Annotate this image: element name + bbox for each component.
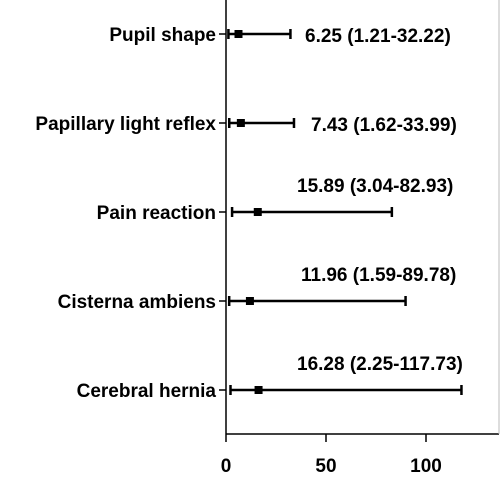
point-estimate-marker [253, 208, 262, 216]
row-label: Papillary light reflex [35, 114, 216, 135]
estimate-annotation: 11.96 (1.59-89.78) [301, 265, 456, 286]
forest-row: Pupil shape 6.25 (1.21-32.22) [109, 25, 450, 47]
forest-rows: Pupil shape 6.25 (1.21-32.22) Papillary li… [35, 25, 462, 402]
x-axis-ticks: 0 50 100 [221, 434, 442, 477]
estimate-annotation: 16.28 (2.25-117.73) [297, 354, 463, 375]
row-label: Cerebral hernia [77, 381, 217, 402]
point-estimate-marker [254, 386, 263, 394]
estimate-annotation: 15.89 (3.04-82.93) [297, 176, 453, 197]
row-label: Pain reaction [97, 203, 216, 224]
estimate-annotation: 6.25 (1.21-32.22) [305, 26, 451, 47]
forest-row: Cerebral hernia 16.28 (2.25-117.73) [77, 354, 463, 402]
point-estimate-marker [236, 119, 245, 127]
forest-row: Pain reaction 15.89 (3.04-82.93) [97, 176, 454, 224]
point-estimate-marker [234, 30, 243, 38]
row-label: Cisterna ambiens [58, 292, 216, 313]
row-label: Pupil shape [109, 25, 216, 46]
forest-row: Cisterna ambiens 11.96 (1.59-89.78) [58, 265, 457, 313]
forest-row: Papillary light reflex 7.43 (1.62-33.99) [35, 114, 456, 136]
x-tick-label: 50 [315, 456, 336, 477]
point-estimate-marker [245, 297, 254, 305]
estimate-annotation: 7.43 (1.62-33.99) [311, 115, 457, 136]
x-tick-label: 100 [410, 456, 442, 477]
x-tick-label: 0 [221, 456, 232, 477]
